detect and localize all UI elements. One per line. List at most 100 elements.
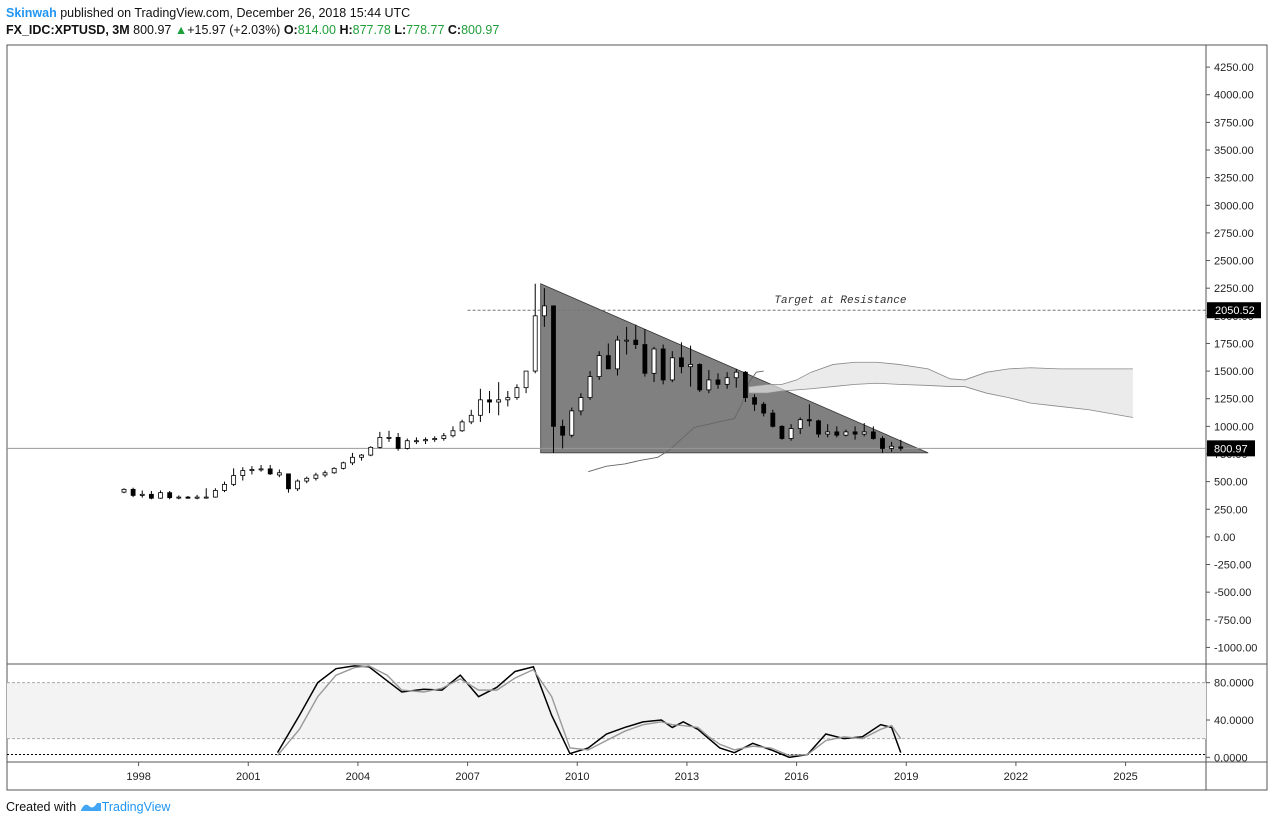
- candle[interactable]: [313, 472, 319, 481]
- candle[interactable]: [423, 437, 428, 445]
- candle[interactable]: [167, 491, 173, 500]
- candle[interactable]: [158, 490, 163, 499]
- candle[interactable]: [898, 439, 904, 451]
- candle[interactable]: [660, 344, 666, 385]
- candle[interactable]: [724, 372, 730, 389]
- candle[interactable]: [797, 417, 803, 435]
- candle[interactable]: [496, 382, 502, 416]
- time-tick-label: 2016: [784, 771, 808, 783]
- tradingview-brand-link[interactable]: TradingView: [101, 800, 171, 814]
- candle[interactable]: [505, 390, 511, 407]
- candle[interactable]: [843, 429, 849, 437]
- candle[interactable]: [615, 335, 620, 376]
- candle[interactable]: [331, 467, 337, 474]
- candle[interactable]: [880, 436, 885, 453]
- candle[interactable]: [523, 370, 529, 394]
- candle[interactable]: [633, 324, 639, 349]
- candle[interactable]: [788, 424, 794, 441]
- candle[interactable]: [697, 363, 703, 393]
- candle[interactable]: [651, 346, 657, 383]
- candle[interactable]: [395, 432, 401, 451]
- candle[interactable]: [258, 465, 264, 472]
- candle[interactable]: [733, 368, 739, 388]
- candle[interactable]: [414, 437, 419, 445]
- candle[interactable]: [176, 495, 182, 500]
- candle[interactable]: [715, 373, 721, 389]
- candle[interactable]: [404, 438, 410, 450]
- candle[interactable]: [679, 342, 684, 374]
- candle[interactable]: [487, 390, 492, 414]
- candle[interactable]: [212, 488, 218, 498]
- oscillator-pane[interactable]: 80.0000 40.0000 0.0000: [7, 665, 1254, 764]
- candle[interactable]: [688, 345, 693, 387]
- candle[interactable]: [541, 288, 547, 327]
- time-axis[interactable]: 1998 2001 2004 2007 2010 2013 2016 2019 2022 2025: [126, 762, 1138, 783]
- candle[interactable]: [560, 419, 566, 449]
- candle[interactable]: [642, 329, 648, 377]
- candle[interactable]: [752, 394, 757, 411]
- candle[interactable]: [605, 343, 611, 370]
- candle[interactable]: [295, 479, 301, 492]
- candle[interactable]: [267, 465, 273, 475]
- candle[interactable]: [322, 470, 328, 478]
- candle[interactable]: [432, 436, 438, 442]
- candle[interactable]: [194, 494, 200, 500]
- candle[interactable]: [203, 488, 209, 499]
- candle[interactable]: [532, 283, 538, 374]
- candle[interactable]: [450, 426, 456, 438]
- price-pane[interactable]: 4250.00 4000.00 3750.00 3500.00 3250.00 3000.…: [6, 44, 1268, 791]
- candle[interactable]: [185, 495, 191, 499]
- candle[interactable]: [825, 424, 831, 438]
- candle[interactable]: [231, 468, 237, 487]
- candle[interactable]: [706, 369, 712, 394]
- candle[interactable]: [578, 393, 584, 416]
- candle-body: [889, 445, 895, 449]
- candle[interactable]: [596, 351, 602, 380]
- candle[interactable]: [889, 441, 895, 452]
- candle[interactable]: [459, 419, 465, 432]
- candle[interactable]: [569, 407, 575, 438]
- candle[interactable]: [770, 409, 776, 428]
- candle[interactable]: [587, 371, 593, 400]
- candle[interactable]: [350, 452, 355, 466]
- candle[interactable]: [816, 419, 821, 438]
- candle[interactable]: [286, 473, 291, 493]
- candle[interactable]: [551, 305, 556, 453]
- candle-body: [185, 496, 191, 499]
- candle[interactable]: [359, 453, 364, 461]
- candle[interactable]: [514, 384, 520, 400]
- candle[interactable]: [386, 430, 392, 442]
- candle[interactable]: [340, 461, 346, 470]
- candle[interactable]: [148, 491, 154, 500]
- candle[interactable]: [861, 423, 867, 437]
- candle[interactable]: [624, 326, 630, 355]
- candle[interactable]: [377, 431, 383, 449]
- candle[interactable]: [139, 490, 145, 498]
- author-link[interactable]: Skinwah: [6, 6, 57, 20]
- candle[interactable]: [870, 426, 876, 440]
- candle[interactable]: [441, 432, 447, 441]
- candle[interactable]: [669, 351, 675, 383]
- candle[interactable]: [468, 409, 474, 425]
- candle[interactable]: [304, 476, 310, 484]
- candle-body: [404, 440, 410, 449]
- candle[interactable]: [368, 446, 374, 457]
- candle-body: [386, 437, 392, 439]
- candle[interactable]: [121, 488, 127, 494]
- candle[interactable]: [130, 487, 136, 498]
- candle[interactable]: [779, 425, 785, 440]
- candle[interactable]: [834, 426, 840, 438]
- descending-triangle-drawing[interactable]: [540, 283, 929, 454]
- candle[interactable]: [249, 466, 255, 475]
- candle[interactable]: [240, 467, 246, 481]
- candle[interactable]: [852, 426, 858, 440]
- price-tick-label: -250.00: [1214, 560, 1251, 572]
- candle[interactable]: [761, 402, 767, 417]
- resistance-annotation[interactable]: Target at Resistance: [774, 295, 906, 307]
- candle[interactable]: [222, 481, 227, 493]
- candle[interactable]: [477, 388, 483, 422]
- candle[interactable]: [806, 404, 812, 427]
- candle[interactable]: [276, 469, 282, 478]
- candle[interactable]: [743, 371, 748, 403]
